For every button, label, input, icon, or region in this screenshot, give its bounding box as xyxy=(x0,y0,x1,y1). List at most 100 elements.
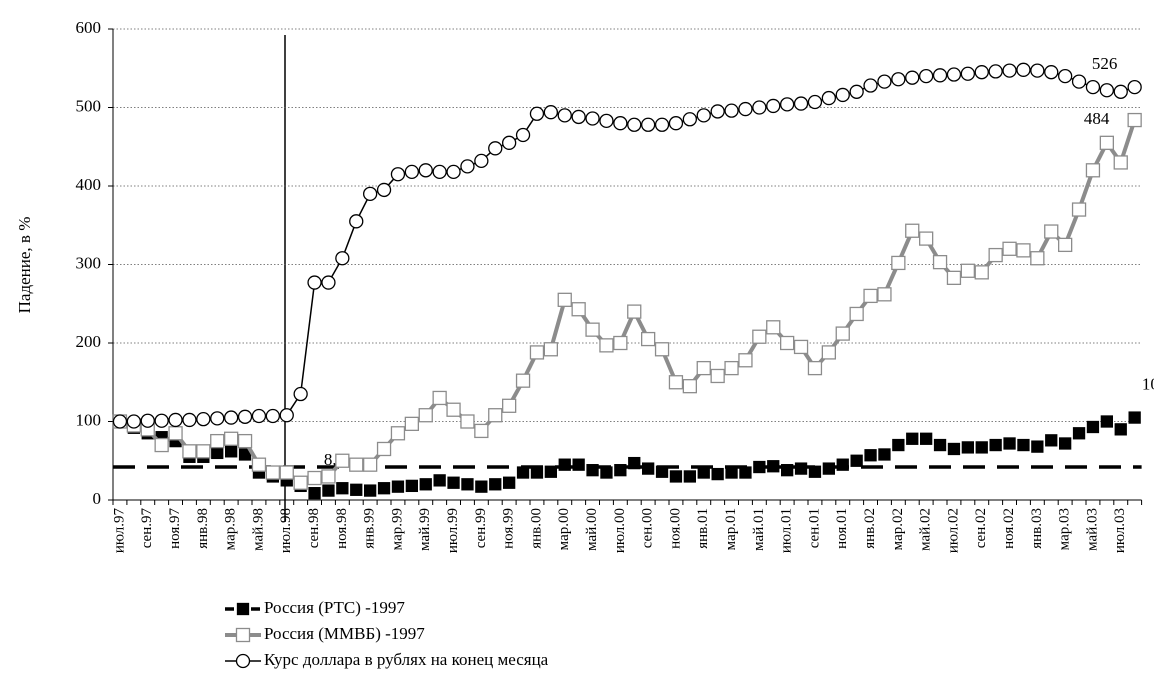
data-point xyxy=(682,379,697,394)
data-point xyxy=(682,112,697,127)
data-point xyxy=(863,288,878,304)
data-point xyxy=(683,470,696,483)
data-point xyxy=(1113,155,1128,170)
data-point xyxy=(906,432,919,445)
x-tick-label: мар.00 xyxy=(556,508,572,550)
x-tick-label: май.03 xyxy=(1084,508,1100,551)
data-point xyxy=(920,432,933,445)
data-point xyxy=(475,480,488,493)
data-point xyxy=(654,117,670,132)
data-point xyxy=(905,223,920,238)
data-point xyxy=(404,416,420,432)
data-point xyxy=(710,104,725,119)
data-label: 484 xyxy=(1084,109,1110,128)
data-point xyxy=(780,97,795,112)
data-point xyxy=(585,322,600,337)
x-tick-label: ноя.97 xyxy=(167,508,183,549)
data-point xyxy=(835,326,850,341)
data-point xyxy=(405,479,419,493)
data-point xyxy=(126,414,142,429)
x-tick-label: май.98 xyxy=(250,508,266,551)
data-point xyxy=(585,111,600,126)
data-point xyxy=(335,251,350,266)
data-point xyxy=(154,413,169,428)
data-point xyxy=(501,398,517,413)
data-point xyxy=(864,449,877,462)
data-point xyxy=(613,335,628,351)
data-point xyxy=(1099,83,1114,98)
data-point xyxy=(947,442,961,456)
data-point xyxy=(377,482,391,495)
data-point xyxy=(223,431,239,446)
data-point xyxy=(489,478,502,491)
data-point xyxy=(112,414,128,429)
data-point xyxy=(891,72,906,87)
data-point xyxy=(668,116,684,131)
data-point xyxy=(251,457,267,472)
data-point xyxy=(210,433,225,449)
data-point xyxy=(336,482,349,495)
data-point xyxy=(1044,224,1059,239)
data-point xyxy=(891,255,906,271)
data-point xyxy=(474,153,489,169)
legend-marker xyxy=(235,653,251,669)
data-point xyxy=(211,446,224,460)
data-point xyxy=(558,458,571,471)
data-point xyxy=(362,457,378,472)
data-point xyxy=(710,368,725,384)
data-point xyxy=(1114,423,1127,436)
data-point xyxy=(1016,243,1031,258)
data-point xyxy=(668,375,684,390)
data-point xyxy=(1031,440,1044,453)
data-point xyxy=(766,320,781,335)
data-point xyxy=(641,117,656,132)
data-point xyxy=(543,342,558,357)
data-point xyxy=(975,441,988,454)
data-point xyxy=(279,408,294,423)
legend-marker xyxy=(236,602,250,616)
x-tick-label: мар.03 xyxy=(1057,508,1073,550)
data-point xyxy=(905,70,920,85)
data-point xyxy=(488,408,503,423)
data-point xyxy=(488,141,503,156)
data-point xyxy=(793,339,809,355)
data-point xyxy=(1058,68,1073,84)
data-point xyxy=(321,275,336,290)
data-point xyxy=(738,101,753,117)
data-point xyxy=(1071,202,1087,217)
data-point xyxy=(738,353,753,368)
data-point xyxy=(168,412,183,428)
data-point xyxy=(655,465,669,478)
data-point xyxy=(919,231,934,246)
data-point xyxy=(974,65,989,80)
data-point xyxy=(223,410,239,425)
data-point xyxy=(433,474,446,487)
data-point xyxy=(821,90,836,106)
data-point xyxy=(446,402,461,417)
data-point xyxy=(1100,415,1113,428)
data-point xyxy=(572,458,585,471)
data-point xyxy=(627,304,642,319)
data-point xyxy=(960,66,975,81)
data-point xyxy=(529,106,545,121)
data-point xyxy=(308,487,321,500)
data-point xyxy=(515,127,531,143)
data-point xyxy=(807,360,823,376)
data-point xyxy=(669,470,683,483)
data-point xyxy=(599,338,614,353)
data-point xyxy=(321,469,336,484)
data-point xyxy=(696,360,711,376)
data-point xyxy=(933,438,947,452)
data-point xyxy=(780,335,795,351)
data-point xyxy=(307,470,322,486)
data-point xyxy=(599,113,614,128)
data-point xyxy=(739,466,752,479)
x-tick-label: янв.02 xyxy=(862,508,878,549)
data-point xyxy=(1085,163,1101,178)
x-tick-label: янв.00 xyxy=(528,508,544,549)
y-tick-label: 500 xyxy=(76,96,102,115)
data-point xyxy=(877,74,892,89)
data-point xyxy=(724,360,739,376)
data-point xyxy=(878,448,891,461)
